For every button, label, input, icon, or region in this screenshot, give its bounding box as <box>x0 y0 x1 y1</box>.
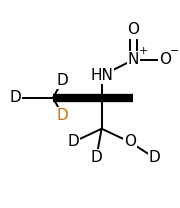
Text: +: + <box>138 46 148 56</box>
Text: D: D <box>90 150 102 165</box>
Text: HN: HN <box>90 68 113 83</box>
Text: O: O <box>127 22 140 37</box>
Text: O: O <box>159 52 171 67</box>
Text: D: D <box>57 108 69 123</box>
Text: O: O <box>124 135 136 150</box>
Text: −: − <box>170 46 180 56</box>
Text: D: D <box>57 73 69 88</box>
Text: D: D <box>149 150 161 165</box>
Text: N: N <box>128 52 139 67</box>
Text: D: D <box>68 135 79 150</box>
Text: D: D <box>9 90 21 105</box>
